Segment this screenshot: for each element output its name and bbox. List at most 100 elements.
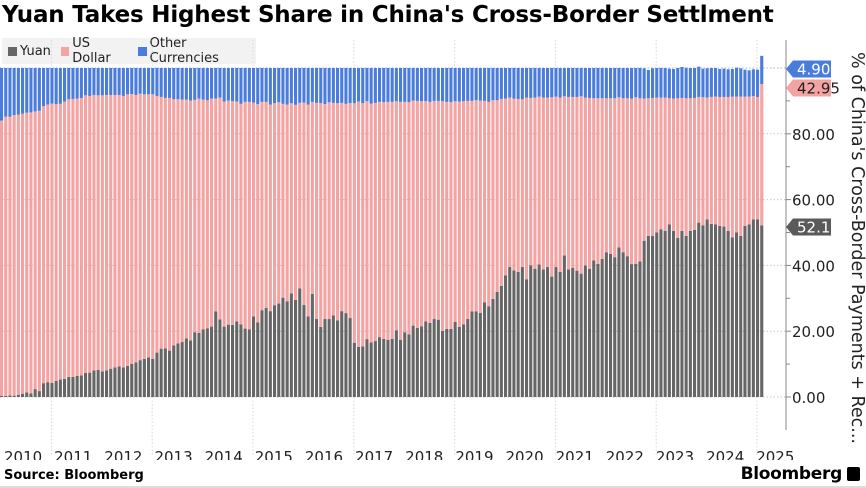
bar-us-dollar — [747, 96, 751, 225]
bar-yuan — [520, 267, 524, 397]
bar-yuan — [441, 330, 445, 397]
bar-other-currencies — [655, 68, 659, 98]
bar-other-currencies — [592, 68, 596, 99]
bar-yuan — [222, 326, 226, 397]
x-tick-label: 2020 — [505, 448, 543, 460]
bar-yuan — [50, 382, 54, 397]
bar-us-dollar — [415, 100, 419, 328]
value-tag-text: 52.15 — [797, 219, 840, 237]
bar-other-currencies — [638, 68, 642, 99]
bar-yuan — [449, 328, 453, 397]
bar-yuan — [79, 375, 83, 397]
bar-yuan — [735, 232, 739, 397]
bar-us-dollar — [378, 101, 382, 338]
bar-other-currencies — [365, 68, 369, 102]
bar-us-dollar — [407, 102, 411, 335]
bar-other-currencies — [546, 68, 550, 98]
bar-yuan — [596, 263, 600, 397]
bar-other-currencies — [79, 68, 83, 98]
bar-yuan — [466, 319, 470, 397]
bar-us-dollar — [16, 114, 20, 395]
bar-yuan — [394, 330, 398, 397]
bar-yuan — [92, 370, 96, 397]
bar-yuan — [357, 346, 361, 397]
bar-us-dollar — [134, 94, 138, 363]
bar-us-dollar — [58, 103, 62, 380]
bar-other-currencies — [474, 68, 478, 101]
bar-us-dollar — [760, 84, 764, 226]
bar-yuan — [634, 263, 638, 397]
bar-us-dollar — [613, 98, 617, 258]
bar-other-currencies — [516, 68, 520, 99]
bar-other-currencies — [525, 68, 529, 98]
bar-other-currencies — [634, 68, 638, 98]
bar-other-currencies — [449, 68, 453, 103]
bar-us-dollar — [50, 103, 54, 383]
bar-yuan — [697, 222, 701, 397]
x-tick-label: 2021 — [556, 448, 594, 460]
value-tag-text: 42.95 — [797, 80, 840, 98]
bar-us-dollar — [348, 103, 352, 319]
bar-us-dollar — [495, 100, 499, 292]
bar-us-dollar — [21, 113, 25, 394]
bar-us-dollar — [100, 95, 104, 372]
bar-other-currencies — [478, 68, 482, 101]
bar-other-currencies — [84, 68, 88, 96]
bar-other-currencies — [260, 68, 264, 102]
bar-yuan — [239, 324, 243, 397]
bar-other-currencies — [294, 68, 298, 105]
bar-yuan — [432, 319, 436, 397]
bar-us-dollar — [163, 97, 167, 349]
bar-other-currencies — [134, 68, 138, 95]
bar-us-dollar — [243, 101, 247, 329]
bar-other-currencies — [277, 68, 281, 103]
bar-us-dollar — [306, 104, 310, 317]
bar-yuan — [214, 311, 218, 397]
bar-us-dollar — [79, 97, 83, 376]
bar-yuan — [285, 301, 289, 397]
bar-other-currencies — [231, 68, 235, 102]
bar-other-currencies — [302, 68, 306, 103]
bar-us-dollar — [37, 110, 41, 392]
bar-yuan — [281, 297, 285, 397]
bar-other-currencies — [508, 68, 512, 98]
bar-other-currencies — [298, 68, 302, 103]
bar-other-currencies — [571, 68, 575, 97]
bar-us-dollar — [432, 100, 436, 320]
bar-yuan — [12, 395, 16, 397]
y-axis-title: % of China's Cross-Border Payments + Rec… — [847, 52, 866, 444]
bar-other-currencies — [176, 68, 180, 100]
bar-yuan — [567, 269, 571, 397]
bar-us-dollar — [638, 98, 642, 262]
last-value-label-yuan: 52.15 — [786, 218, 840, 237]
bar-other-currencies — [37, 68, 41, 111]
bar-yuan — [365, 339, 369, 397]
bar-other-currencies — [735, 67, 739, 97]
bar-yuan — [676, 237, 680, 397]
bar-other-currencies — [58, 68, 62, 104]
bar-yuan — [289, 293, 293, 397]
bar-other-currencies — [29, 68, 33, 113]
x-tick-label: 2024 — [706, 448, 744, 460]
bar-yuan — [231, 324, 235, 397]
bar-us-dollar — [420, 101, 424, 327]
bar-us-dollar — [29, 112, 33, 394]
bar-other-currencies — [105, 68, 109, 95]
bar-other-currencies — [323, 68, 327, 105]
bar-us-dollar — [642, 98, 646, 241]
bar-yuan — [462, 324, 466, 397]
chart-icon — [847, 467, 860, 481]
bar-other-currencies — [583, 68, 587, 98]
bar-us-dollar — [449, 102, 453, 329]
bar-us-dollar — [268, 104, 272, 312]
bar-yuan — [583, 265, 587, 397]
bar-us-dollar — [315, 102, 319, 320]
bar-yuan — [630, 264, 634, 397]
bar-us-dollar — [533, 97, 537, 269]
bar-yuan — [390, 338, 394, 397]
bar-other-currencies — [432, 68, 436, 101]
source-note: Source: Bloomberg — [4, 468, 144, 483]
bar-us-dollar — [386, 101, 390, 340]
bar-us-dollar — [709, 96, 713, 224]
